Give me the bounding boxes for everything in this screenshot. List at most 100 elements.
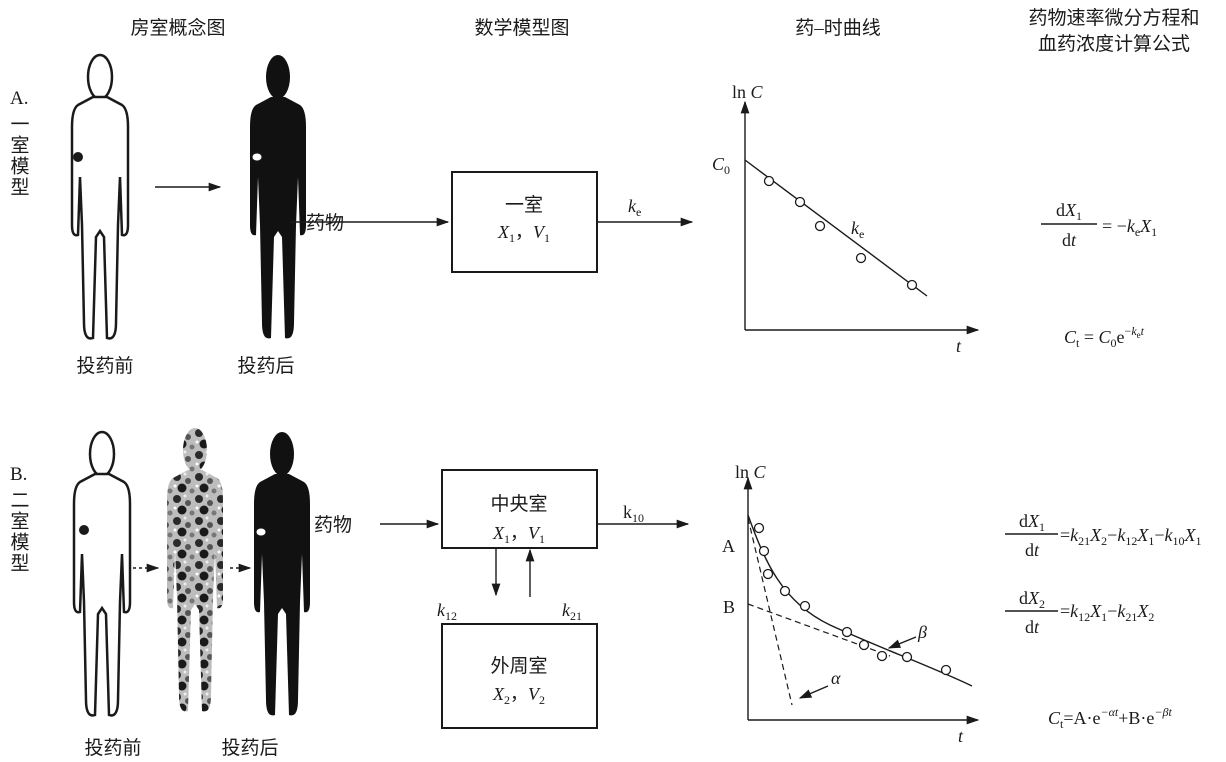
arrow [889, 637, 916, 648]
formula-part: 1 [1151, 225, 1157, 239]
formula-part: 12 [1125, 534, 1137, 548]
person-before [72, 55, 128, 338]
caption: 投药后 [237, 355, 294, 377]
point [801, 602, 810, 611]
point [860, 641, 869, 650]
formula-part: d [1025, 540, 1034, 560]
formula-part: = − [1102, 216, 1127, 236]
point [764, 570, 773, 579]
formula-concentration: Ct=A·e−αt+B·e−βt [1048, 705, 1172, 731]
row-label: B. [10, 464, 27, 485]
compartment-vars: X2，V2 [492, 684, 545, 707]
formula-numerator: dX1 [1019, 511, 1045, 534]
formula-part: t [1071, 230, 1077, 250]
page-body: {"header":{"concept":"房室概念图","math":"数学模… [0, 0, 1226, 762]
row-name: 一室模型 [8, 114, 30, 198]
formula-part: ， [515, 222, 533, 242]
header: 药–时曲线 [795, 17, 881, 39]
formula-part: 1 [544, 231, 550, 245]
injection-site [256, 528, 266, 536]
point [908, 281, 917, 290]
injection-site [252, 153, 262, 161]
injection-site [73, 152, 83, 162]
formula-rhs: =k12X1−k21X2 [1060, 601, 1154, 624]
formula-part: C [754, 462, 767, 482]
person-distribution [167, 428, 223, 711]
compartment-vars: X1，V1 [497, 222, 550, 245]
point [760, 547, 769, 556]
compartment-name: 中央室 [490, 493, 547, 515]
formula-part: − [1107, 601, 1117, 621]
point [765, 177, 774, 186]
axis-label: ln C [735, 462, 767, 482]
row-name: 二室模型 [8, 490, 30, 574]
point [857, 254, 866, 263]
alpha-label: α [831, 668, 841, 688]
formula-part: − [1107, 525, 1117, 545]
intercept-label: C0 [712, 154, 730, 177]
rate-constant: ke [628, 196, 641, 219]
formula-denominator: dt [1062, 230, 1077, 250]
point [903, 653, 912, 662]
formula-part: k [623, 502, 632, 522]
formula-part: t [1034, 617, 1040, 637]
formula-part: − [1154, 525, 1164, 545]
axis-label: t [958, 726, 964, 746]
data-points [755, 524, 951, 675]
formula-part: 21 [570, 609, 582, 623]
formula-part: d [1019, 588, 1028, 608]
point [816, 222, 825, 231]
formula-rhs: = −keX1 [1102, 216, 1157, 239]
formula-part: 2 [539, 693, 545, 707]
beta-line [748, 604, 890, 656]
header: 房室概念图 [130, 16, 225, 39]
formula-part: −βt [1154, 705, 1172, 719]
point [781, 587, 790, 596]
axis-label: t [956, 336, 962, 356]
page: 房室模型 html, body { margin: 0; padding: 0;… [0, 0, 1226, 762]
rate-constant: k10 [623, 502, 644, 525]
formula-rhs: =k21X2−k12X1−k10X1 [1060, 525, 1201, 548]
formula-part: C [751, 82, 764, 102]
diagram: 房室概念图 数学模型图 药–时曲线 药物速率微分方程和 血药浓度计算公式 A. … [0, 0, 1226, 762]
arrow [800, 686, 828, 698]
formula-part: ln [732, 82, 751, 102]
header: 血药浓度计算公式 [1038, 33, 1190, 55]
point [878, 652, 887, 661]
compartment-vars: X1，V1 [492, 523, 545, 546]
person-after [254, 432, 310, 715]
formula-part: 1 [1195, 534, 1201, 548]
formula-part: = [1079, 327, 1098, 347]
formula-part: e [636, 205, 641, 219]
drug-label: 药物 [314, 514, 352, 536]
caption: 投药前 [76, 355, 133, 377]
formula-part: t [1034, 540, 1040, 560]
formula-denominator: dt [1025, 617, 1040, 637]
slope-label: ke [851, 218, 864, 241]
formula-part: 2 [1148, 610, 1154, 624]
formula-part: ， [510, 523, 528, 543]
formula-part: 10 [1172, 534, 1184, 548]
formula-part: d [1019, 511, 1028, 531]
rate-constant: k21 [562, 600, 582, 623]
formula-part: 12 [445, 609, 457, 623]
point [942, 666, 951, 675]
person-after [250, 55, 306, 338]
person-before [74, 432, 130, 715]
formula-part: 0 [724, 163, 730, 177]
caption: 投药后 [221, 737, 278, 759]
header: 数学模型图 [474, 17, 569, 39]
formula-part: d [1025, 617, 1034, 637]
formula-part: 12 [1078, 610, 1090, 624]
formula-part: ln [735, 462, 754, 482]
compartment-name: 一室 [505, 194, 543, 216]
formula-part: = [1060, 601, 1070, 621]
intercept-label: A [722, 536, 735, 556]
formula-part: 2 [1039, 597, 1045, 611]
intercept-label: B [723, 597, 735, 617]
header: 药物速率微分方程和 [1028, 7, 1199, 29]
compartment-name: 外周室 [490, 655, 547, 677]
formula-part: =A·e [1063, 708, 1100, 728]
decay-curve [748, 515, 972, 686]
point [755, 524, 764, 533]
